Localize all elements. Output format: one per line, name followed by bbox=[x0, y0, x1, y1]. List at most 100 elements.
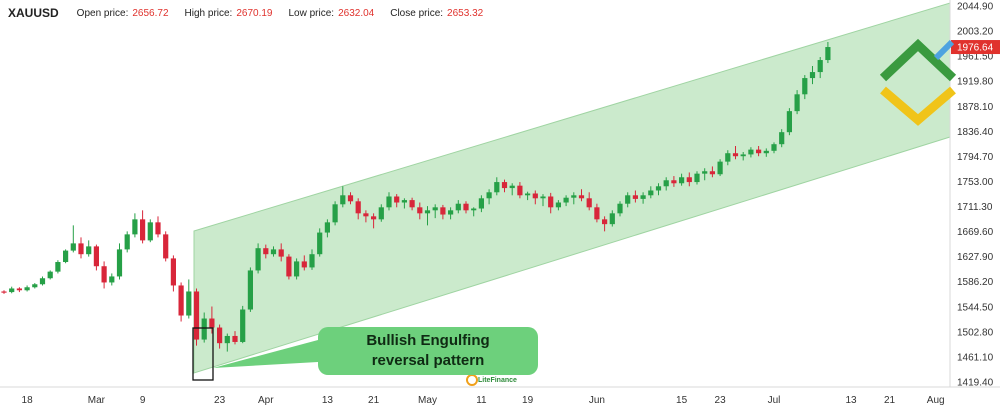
last-price-tag bbox=[951, 40, 1000, 55]
x-tick-label: 13 bbox=[322, 395, 334, 406]
candle-body bbox=[432, 207, 438, 211]
candle-body bbox=[163, 234, 169, 259]
candle-body bbox=[386, 196, 392, 208]
candle-body bbox=[609, 213, 615, 225]
candle-body bbox=[217, 327, 223, 344]
y-tick-label: 1669.60 bbox=[957, 227, 994, 238]
candle-body bbox=[555, 202, 561, 208]
candle-body bbox=[525, 193, 531, 196]
candle-body bbox=[16, 288, 22, 291]
candle-body bbox=[347, 195, 354, 202]
candle-body bbox=[409, 200, 415, 208]
x-tick-label: May bbox=[418, 395, 437, 406]
callout-pointer bbox=[213, 340, 318, 368]
candle-body bbox=[124, 234, 130, 250]
candle-body bbox=[340, 195, 346, 205]
logo-yellow-chevron bbox=[880, 86, 956, 126]
x-tick-label: 18 bbox=[22, 395, 34, 406]
candle-body bbox=[686, 177, 692, 183]
candle-body bbox=[779, 132, 785, 145]
candle-body bbox=[86, 246, 92, 255]
candle-body bbox=[232, 335, 238, 342]
candle-body bbox=[278, 249, 284, 257]
candle-body bbox=[355, 201, 361, 214]
candle-body bbox=[617, 203, 623, 214]
candle-body bbox=[186, 291, 192, 316]
chart-header: XAUUSD Open price: 2656.72 High price: 2… bbox=[8, 6, 499, 20]
candle-body bbox=[440, 207, 446, 215]
y-tick-label: 1544.50 bbox=[957, 302, 994, 313]
watermark-icon bbox=[466, 374, 478, 386]
y-tick-label: 1502.80 bbox=[957, 327, 994, 338]
candle-body bbox=[193, 291, 200, 340]
close-label: Close price: bbox=[390, 7, 444, 19]
candle-body bbox=[224, 335, 230, 344]
candle-body bbox=[401, 200, 407, 203]
candle-body bbox=[794, 94, 800, 112]
x-tick-label: Apr bbox=[258, 395, 274, 406]
candle-body bbox=[786, 111, 792, 133]
candle-body bbox=[209, 318, 215, 328]
callout-line-1: Bullish Engulfing bbox=[366, 332, 490, 349]
x-tick-label: Aug bbox=[927, 395, 945, 406]
candle-body bbox=[517, 185, 523, 196]
candle-body bbox=[655, 186, 662, 191]
candle-body bbox=[625, 195, 631, 204]
y-tick-label: 1627.90 bbox=[957, 252, 994, 263]
candle-body bbox=[116, 249, 123, 277]
candle-body bbox=[594, 207, 600, 220]
candle-body bbox=[771, 144, 777, 151]
y-tick-label: 1419.40 bbox=[957, 378, 994, 389]
y-tick-label: 2003.20 bbox=[957, 27, 994, 38]
candle-body bbox=[101, 266, 107, 283]
candle-body bbox=[140, 219, 146, 241]
logo-green-chevron bbox=[879, 38, 957, 82]
candle-body bbox=[640, 195, 646, 199]
candle-body bbox=[532, 193, 538, 199]
candle-body bbox=[240, 309, 246, 342]
y-tick-label: 1961.50 bbox=[957, 52, 994, 63]
x-tick-label: 11 bbox=[476, 395, 487, 406]
candle-body bbox=[78, 243, 84, 255]
low-value: 2632.04 bbox=[338, 7, 375, 19]
candle-body bbox=[709, 171, 715, 175]
symbol-label: XAUUSD bbox=[8, 6, 59, 20]
candle-body bbox=[602, 219, 608, 225]
candle-body bbox=[540, 196, 546, 199]
candle-body bbox=[509, 185, 515, 189]
candle-body bbox=[586, 198, 592, 208]
y-tick-label: 2044.90 bbox=[957, 2, 994, 13]
candle-body bbox=[494, 182, 500, 193]
candle-body bbox=[563, 197, 569, 203]
watermark-logo: LiteFinance bbox=[478, 377, 517, 384]
x-tick-label: 19 bbox=[522, 395, 534, 406]
candle-body bbox=[478, 198, 484, 209]
candle-body bbox=[363, 213, 369, 217]
callout-line-2: reversal pattern bbox=[371, 352, 485, 369]
candle-body bbox=[109, 276, 115, 283]
candle-body bbox=[55, 262, 61, 272]
high-value: 2670.19 bbox=[236, 7, 273, 19]
candle-body bbox=[578, 195, 585, 199]
y-tick-label: 1753.00 bbox=[957, 177, 994, 188]
candle-body bbox=[455, 203, 461, 211]
candle-body bbox=[571, 195, 577, 198]
candle-body bbox=[255, 248, 261, 271]
candle-body bbox=[648, 190, 654, 196]
candle-body bbox=[802, 78, 808, 95]
candle-body bbox=[424, 210, 431, 214]
x-tick-label: 9 bbox=[140, 395, 146, 406]
candle-body bbox=[32, 284, 38, 288]
candle-body bbox=[740, 154, 746, 157]
candle-body bbox=[417, 207, 423, 214]
candle-body bbox=[817, 60, 823, 73]
candle-body bbox=[247, 270, 253, 310]
candle-body bbox=[694, 173, 700, 183]
pattern-callout: Bullish Engulfing reversal pattern bbox=[318, 327, 538, 375]
candle-body bbox=[201, 318, 207, 340]
candle-body bbox=[717, 161, 723, 175]
candle-body bbox=[486, 192, 492, 199]
x-tick-label: 21 bbox=[884, 395, 896, 406]
candle-body bbox=[671, 180, 677, 184]
